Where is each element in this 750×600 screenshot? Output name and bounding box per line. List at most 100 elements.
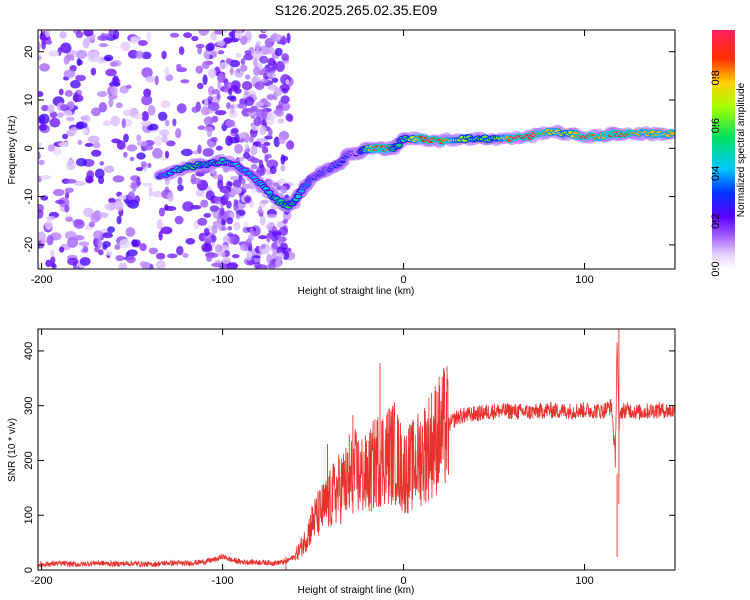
noise-blob (269, 165, 277, 175)
spectrogram-frame (37, 29, 676, 270)
noise-blob (140, 120, 153, 127)
noise-blob (77, 59, 83, 66)
noise-blob (175, 128, 182, 139)
noise-blob (259, 125, 267, 136)
spectrogram-x-ticks: -200 -100 0 100 (31, 30, 594, 286)
noise-blob (116, 140, 126, 150)
noise-blob (91, 149, 102, 157)
snr-x-ticks: -200 -100 0 100 (31, 329, 594, 587)
noise-blob (88, 221, 95, 228)
chart-title: S126.2025.265.02.35.E09 (275, 2, 438, 18)
noise-blob (98, 43, 109, 48)
noise-blob (65, 216, 74, 222)
noise-blob (219, 62, 229, 70)
noise-blob (211, 89, 221, 95)
noise-blob (286, 140, 295, 150)
spectrogram-xtick-label: 0 (400, 274, 406, 286)
snr-y-axis-label: SNR (10 * v/v) (7, 418, 18, 482)
noise-blob (109, 61, 118, 67)
noise-blob (73, 219, 85, 229)
spectrogram-y-ticks: -20 -10 0 10 20 (23, 46, 675, 253)
noise-blob (39, 113, 50, 125)
noise-blob (166, 192, 174, 202)
noise-blob (131, 239, 138, 248)
colorbar-tick-label: 0.2 (710, 214, 722, 229)
noise-blob (60, 42, 72, 54)
noise-blob (229, 67, 234, 76)
noise-blob (75, 49, 88, 59)
noise-blob (266, 233, 274, 239)
noise-blob (260, 199, 269, 204)
colorbar-gradient (712, 30, 735, 269)
noise-blob (198, 30, 209, 36)
noise-blob (90, 67, 97, 76)
signal-core (266, 190, 273, 195)
noise-blob (259, 215, 266, 226)
noise-blob (78, 241, 90, 247)
noise-blob (202, 147, 214, 157)
noise-blob (226, 102, 231, 110)
noise-blob (195, 188, 205, 197)
noise-blob (182, 201, 194, 212)
noise-blob (38, 142, 43, 147)
noise-blob (147, 162, 152, 169)
noise-blob (278, 136, 286, 145)
noise-blob (216, 93, 221, 100)
noise-blob (137, 40, 148, 47)
noise-blob (245, 74, 251, 80)
noise-blob (191, 35, 199, 42)
spectrogram-signal (153, 124, 675, 213)
noise-blob (136, 134, 142, 142)
noise-blob (63, 69, 76, 78)
spectrogram-ytick-label: 20 (23, 46, 35, 58)
noise-blob (41, 104, 49, 112)
noise-blob (277, 178, 286, 184)
noise-blob (265, 67, 276, 75)
noise-blob (182, 253, 189, 258)
noise-blob (148, 247, 158, 255)
noise-blob (64, 178, 77, 184)
noise-blob (127, 199, 139, 209)
noise-blob (234, 30, 243, 39)
noise-blob (38, 231, 47, 242)
noise-blob (64, 204, 70, 213)
noise-blob (233, 221, 241, 231)
noise-blob (164, 119, 170, 127)
noise-blob (244, 196, 250, 203)
noise-blob (214, 30, 224, 35)
noise-blob (195, 65, 204, 74)
noise-blob (52, 147, 62, 156)
spectrogram-ytick-label: -10 (23, 189, 35, 205)
noise-blob (229, 212, 235, 218)
noise-blob (214, 196, 221, 205)
noise-blob (118, 194, 127, 201)
noise-blob (176, 63, 182, 71)
noise-blob (157, 111, 168, 121)
snr-x-axis-label: Height of straight line (km) (298, 585, 415, 596)
noise-blob (92, 230, 104, 240)
noise-blob (38, 91, 44, 98)
noise-blob (81, 114, 92, 123)
noise-blob (159, 129, 170, 137)
noise-blob (141, 67, 153, 78)
noise-blob (204, 98, 209, 109)
noise-blob (197, 217, 208, 226)
noise-blob (200, 199, 209, 208)
noise-blob (147, 105, 156, 116)
noise-blob (203, 212, 212, 218)
noise-blob (280, 95, 290, 104)
noise-blob (75, 30, 84, 39)
noise-blob (261, 30, 267, 33)
noise-blob (114, 244, 121, 250)
noise-blob (87, 135, 100, 144)
noise-blob (281, 155, 289, 162)
noise-blob (271, 231, 282, 236)
noise-blob (87, 51, 99, 63)
noise-blob (70, 127, 78, 134)
noise-blob (233, 201, 239, 212)
noise-blob (280, 74, 291, 85)
noise-blob (214, 109, 227, 116)
noise-blob (275, 108, 284, 117)
noise-blob (56, 112, 64, 118)
